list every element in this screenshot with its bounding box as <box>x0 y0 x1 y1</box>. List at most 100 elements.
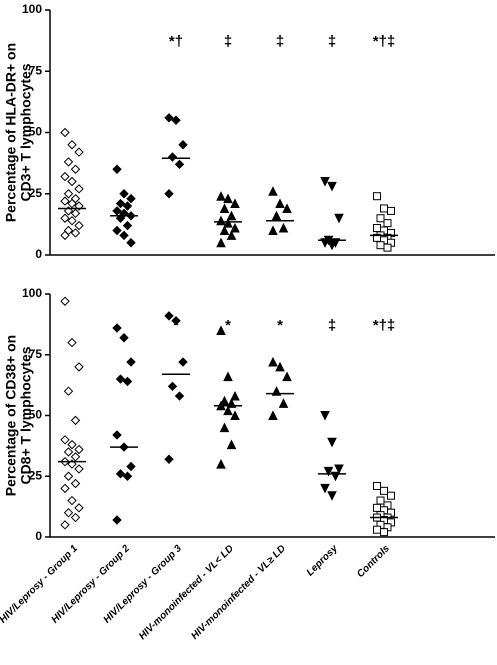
data-point <box>275 361 285 372</box>
data-point <box>230 390 240 401</box>
data-point <box>164 454 174 464</box>
data-point <box>171 316 181 326</box>
data-point <box>387 491 395 500</box>
data-point <box>278 222 289 233</box>
data-point <box>63 507 74 518</box>
data-point <box>219 422 230 433</box>
y-axis-label: CD3+ T lymphocytes <box>18 63 34 201</box>
data-point <box>70 164 81 174</box>
data-point <box>219 203 230 213</box>
data-point <box>275 198 285 209</box>
data-point <box>70 228 81 238</box>
data-point <box>60 435 70 445</box>
y-tick-label: 100 <box>22 286 42 300</box>
significance-mark: ‡ <box>276 33 284 50</box>
data-point <box>74 362 84 372</box>
data-point <box>320 177 330 187</box>
data-point <box>327 240 337 251</box>
data-point <box>63 386 74 396</box>
y-tick-label: 100 <box>22 2 42 16</box>
data-point <box>230 198 240 209</box>
data-point <box>216 191 226 201</box>
significance-mark: * <box>225 317 231 334</box>
data-point <box>74 444 84 455</box>
data-point <box>226 230 237 240</box>
significance-mark: *†‡ <box>373 33 396 50</box>
x-tick-label: HIV-monoinfected - VL≥ LD <box>189 543 288 642</box>
data-point <box>174 391 185 401</box>
data-point <box>268 410 278 420</box>
data-point <box>174 159 185 170</box>
data-point <box>383 243 392 252</box>
data-point <box>74 147 84 157</box>
data-point <box>178 140 188 150</box>
significance-mark: *†‡ <box>373 317 396 334</box>
data-point <box>112 515 122 525</box>
significance-mark: * <box>173 317 179 334</box>
data-point <box>268 186 278 196</box>
data-point <box>63 189 74 199</box>
data-point <box>74 503 84 513</box>
data-point <box>67 140 77 150</box>
data-point <box>268 225 278 235</box>
significance-mark: ‡ <box>328 33 336 50</box>
data-point <box>223 218 233 228</box>
data-point <box>380 486 388 495</box>
data-point <box>63 157 74 167</box>
x-tick-label: HIV-monoinfected - VL< LD <box>137 543 236 642</box>
data-point <box>60 213 70 223</box>
data-point <box>230 222 240 233</box>
data-point <box>226 210 237 221</box>
data-point <box>70 478 81 489</box>
data-point <box>67 215 77 226</box>
data-point <box>164 189 174 199</box>
data-point <box>376 241 385 250</box>
data-point <box>122 376 133 387</box>
significance-mark: ‡ <box>328 317 336 334</box>
data-point <box>268 356 278 367</box>
data-point <box>230 410 240 420</box>
data-point <box>63 447 74 457</box>
y-tick-label: 0 <box>35 529 42 543</box>
data-point <box>376 496 385 505</box>
data-point <box>119 333 129 343</box>
data-point <box>164 311 174 321</box>
data-point <box>119 230 129 241</box>
data-point <box>112 323 122 333</box>
data-point <box>60 127 70 138</box>
data-point <box>67 337 77 348</box>
data-point <box>67 198 77 209</box>
data-point <box>216 325 226 335</box>
data-point <box>373 192 381 201</box>
data-point <box>376 214 385 223</box>
y-axis-label: CD8+ T lymphocytes <box>18 346 34 484</box>
y-tick-label: 25 <box>29 468 43 482</box>
y-axis-label: Percentage of CD38+ on <box>3 335 19 496</box>
data-point <box>380 528 388 537</box>
x-tick-label: Leprosy <box>305 543 341 579</box>
data-point <box>178 357 188 367</box>
data-point <box>122 471 133 481</box>
data-point <box>167 381 178 392</box>
x-tick-label: Controls <box>355 543 392 580</box>
data-point <box>373 525 381 534</box>
data-point <box>115 374 126 384</box>
y-tick-label: 25 <box>29 186 43 200</box>
data-point <box>373 481 381 490</box>
data-point <box>373 503 381 512</box>
data-point <box>74 220 84 231</box>
data-point <box>223 405 233 416</box>
data-point <box>60 196 70 206</box>
data-point <box>70 415 81 426</box>
data-point <box>115 198 126 209</box>
data-point <box>282 203 292 213</box>
data-point <box>278 398 289 408</box>
data-point <box>115 469 126 479</box>
data-point <box>334 213 344 224</box>
data-point <box>126 238 136 248</box>
data-point <box>112 430 122 440</box>
data-point <box>60 520 70 530</box>
data-point <box>60 230 70 241</box>
data-point <box>320 411 330 421</box>
